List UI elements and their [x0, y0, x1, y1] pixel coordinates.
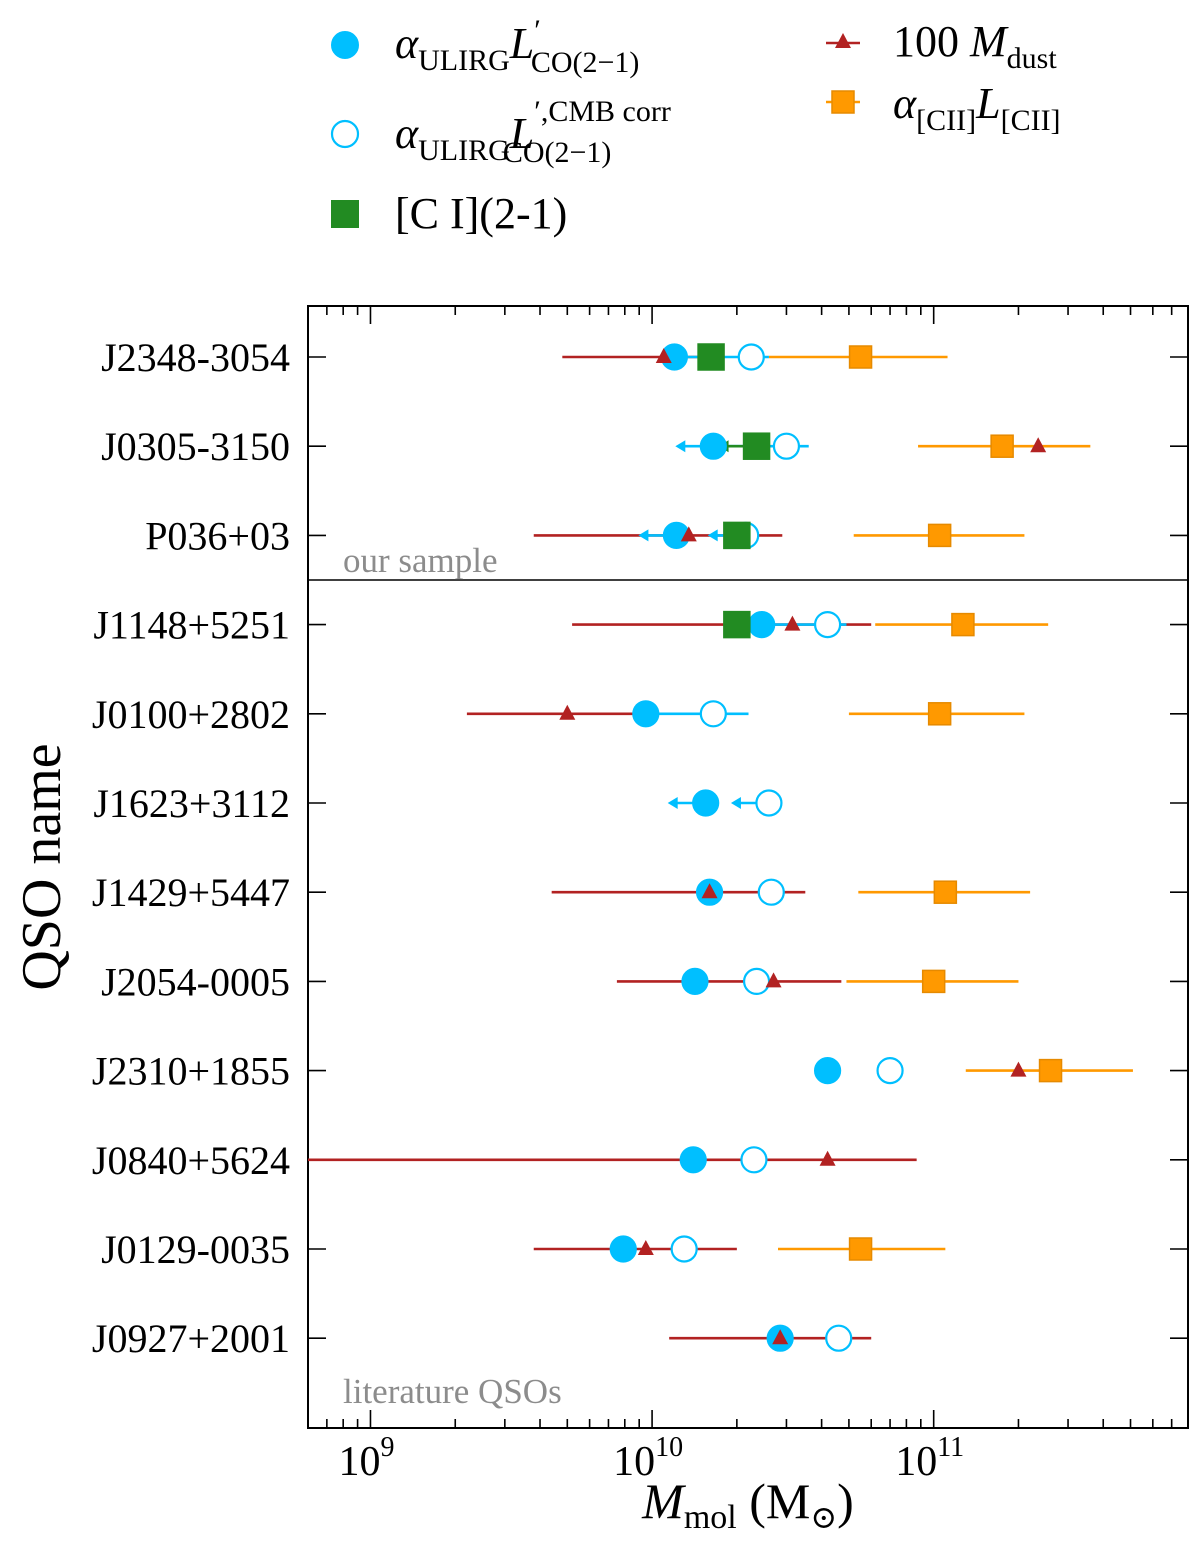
qso-row-j1148+5251: J1148+5251: [93, 603, 1188, 648]
legend-cii-marker: [831, 90, 855, 114]
co-point: [632, 700, 660, 728]
qso-name-label: J1623+3112: [93, 781, 290, 826]
legend-cii-label: α[CII]L[CII]: [893, 79, 1061, 137]
legend-ci-marker: [331, 200, 359, 228]
cii-point: [927, 702, 952, 726]
dust-point: [784, 615, 801, 631]
cii-point: [848, 1237, 873, 1261]
dust-point: [1030, 437, 1047, 453]
co-cmb-point: [670, 1235, 698, 1263]
legend-co-cmb-label: αULIRGL′,CMB corr CO(2−1): [395, 95, 671, 169]
dust-point: [637, 1240, 654, 1255]
cii-point: [933, 880, 958, 904]
ci-point: [697, 343, 725, 371]
legend-co-marker: [331, 31, 359, 59]
co-point: [692, 789, 720, 817]
legend-dust-label: 100 Mdust: [893, 17, 1057, 75]
ci-point: [723, 610, 751, 639]
qso-row-j0927+2001: J0927+2001: [92, 1316, 1188, 1361]
legend: αULIRGL′ CO(2−1) αULIRGL′,CMB corr CO(2−1) […: [330, 14, 1061, 238]
dust-point: [772, 1329, 789, 1345]
dust-point: [655, 348, 672, 363]
cii-point: [848, 345, 873, 369]
dust-point: [701, 883, 718, 899]
y-axis-label: QSO name: [11, 743, 73, 990]
qso-name-label: P036+03: [145, 513, 290, 558]
dust-point: [559, 704, 576, 720]
co-point: [813, 1056, 842, 1085]
qso-row-j0840+5624: J0840+5624: [92, 1138, 1188, 1183]
qso-name-label: J0927+2001: [92, 1316, 290, 1361]
co-cmb-point: [755, 789, 783, 817]
qso-row-j2310+1855: J2310+1855: [92, 1049, 1188, 1094]
cii-point: [921, 969, 946, 994]
co-cmb-point: [825, 1324, 853, 1352]
qso-name-label: J0129-0035: [101, 1227, 290, 1272]
co-cmb-point: [737, 343, 765, 371]
co-point: [609, 1235, 637, 1263]
cii-point: [990, 434, 1014, 458]
legend-co-cmb-marker: [330, 119, 360, 149]
legend-co-label: αULIRGL′ CO(2−1): [395, 14, 639, 79]
section-label-literature: literature QSOs: [343, 1372, 562, 1411]
x-ticks: [307, 306, 1189, 1428]
qso-name-label: J2348-3054: [101, 335, 290, 380]
ci-point: [723, 521, 751, 550]
dust-point: [765, 972, 782, 988]
legend-ci-label: [C I](2-1): [395, 189, 567, 238]
qso-name-label: J0840+5624: [92, 1138, 290, 1183]
x-axis-label: Mmol (M⊙): [641, 1473, 854, 1536]
qso-name-label: J2310+1855: [92, 1049, 290, 1094]
qso-name-label: J0305-3150: [101, 424, 290, 469]
co-point: [699, 432, 727, 460]
qso-row-j0129-0035: J0129-0035: [101, 1227, 1188, 1272]
section-label-our-sample: our sample: [343, 541, 498, 580]
x-tick-label: 1010: [613, 1432, 683, 1485]
co-point: [681, 967, 709, 996]
co-cmb-point: [740, 1146, 768, 1174]
co-point: [748, 610, 776, 639]
co-point: [679, 1146, 707, 1174]
qso-row-j2054-0005: J2054-0005: [101, 959, 1188, 1004]
dust-point: [819, 1150, 836, 1166]
qso-name-label: J0100+2802: [92, 692, 290, 737]
qso-name-label: J1429+5447: [92, 870, 290, 915]
plot-frame: [307, 305, 1189, 1429]
qso-row-j1623+3112: J1623+3112: [93, 781, 1188, 826]
co-cmb-point: [813, 610, 842, 639]
qso-row-j0305-3150: J0305-3150: [101, 424, 1188, 469]
cii-point: [927, 523, 952, 548]
legend-dust-marker: [835, 33, 851, 48]
cii-point: [951, 612, 975, 637]
dust-point: [680, 526, 697, 542]
qso-name-label: J2054-0005: [101, 959, 290, 1004]
co-cmb-point: [699, 700, 727, 728]
co-cmb-point: [772, 432, 801, 460]
qso-row-j0100+2802: J0100+2802: [92, 692, 1188, 737]
qso-name-label: J1148+5251: [93, 603, 290, 648]
x-tick-label: 1011: [895, 1432, 964, 1485]
dust-point: [1010, 1061, 1027, 1077]
qso-row-j1429+5447: J1429+5447: [92, 870, 1188, 915]
qso-row-p036+03: P036+03: [145, 513, 1188, 558]
co-cmb-point: [742, 967, 771, 996]
co-cmb-point: [876, 1056, 904, 1085]
x-tick-label: 109: [338, 1432, 394, 1485]
qso-row-j2348-3054: J2348-3054: [101, 335, 1188, 380]
ci-point: [742, 432, 771, 460]
co-cmb-point: [757, 878, 785, 906]
cii-point: [1038, 1058, 1063, 1083]
